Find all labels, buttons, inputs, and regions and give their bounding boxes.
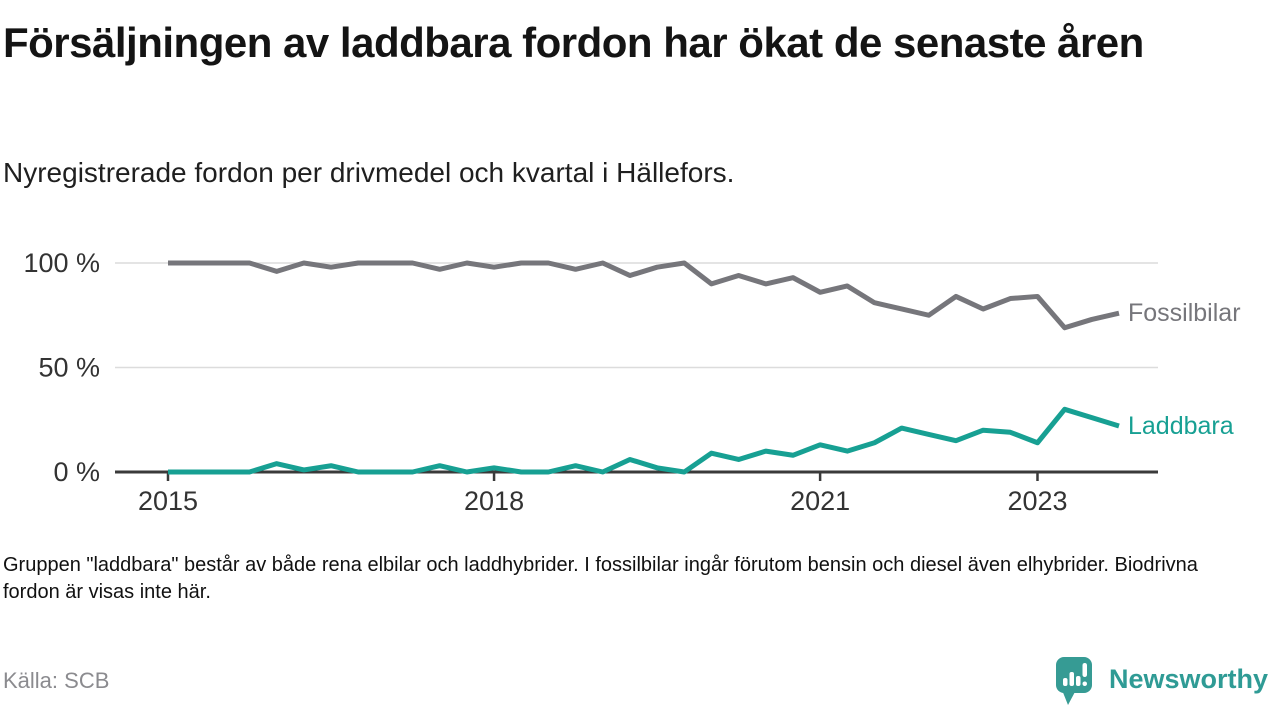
series-line-fossilbilar — [168, 260, 1120, 331]
source-label: Källa: SCB — [3, 668, 110, 693]
series-line-laddbara — [168, 406, 1120, 475]
chart-subtitle: Nyregistrerade fordon per drivmedel och … — [3, 157, 735, 188]
series-label-laddbara: Laddbara — [1128, 412, 1234, 440]
x-tick-label: 2021 — [790, 486, 850, 516]
newsworthy-logo-icon — [1055, 657, 1092, 705]
chart-footnote: Gruppen "laddbara" består av både rena e… — [3, 554, 1198, 603]
x-tick-label: 2018 — [464, 486, 524, 516]
line-chart: 0 % 50 % 100 % 2015 2018 2021 2023 Fossilbilar L… — [23, 248, 1241, 516]
y-tick-label: 100 % — [23, 248, 100, 278]
y-tick-label: 50 % — [38, 353, 100, 383]
x-tick-label: 2015 — [138, 486, 198, 516]
x-tick-label: 2023 — [1007, 486, 1067, 516]
series-label-fossilbilar: Fossilbilar — [1128, 299, 1241, 327]
y-tick-label: 0 % — [53, 457, 100, 487]
brand-lockup: Newsworthy — [1055, 656, 1268, 708]
page-title: Försäljningen av laddbara fordon har öka… — [3, 19, 1144, 66]
brand-name: Newsworthy — [1108, 664, 1268, 694]
